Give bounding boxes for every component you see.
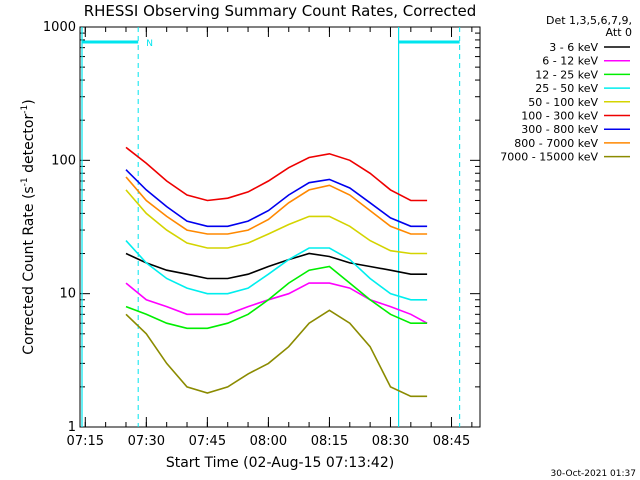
series-line <box>125 282 428 324</box>
x-tick-label: 07:15 <box>67 434 104 449</box>
series-line <box>125 252 428 280</box>
series-line <box>125 176 428 235</box>
series-line <box>125 240 428 301</box>
y-axis-label-sup1: -1 <box>20 177 30 186</box>
y-tick-label: 1 <box>68 420 76 435</box>
chart-title: RHESSI Observing Summary Count Rates, Co… <box>84 2 477 20</box>
legend-label: 300 - 800 keV <box>521 123 598 136</box>
legend-label: 100 - 300 keV <box>521 110 598 123</box>
y-tick-label: 100 <box>51 153 76 168</box>
legend-label: 800 - 7000 keV <box>514 137 598 150</box>
x-axis-label: Start Time (02-Aug-15 07:13:42) <box>166 455 394 471</box>
y-axis-label-end: ) <box>21 99 37 104</box>
y-tick-label: 10 <box>59 287 76 302</box>
series-line <box>125 169 428 228</box>
x-tick-label: 08:15 <box>311 434 348 449</box>
series-line <box>125 265 428 330</box>
x-tick-label: 08:30 <box>372 434 409 449</box>
legend-label: 50 - 100 keV <box>528 96 598 109</box>
y-axis-label-sup2: -1 <box>20 105 30 114</box>
y-axis-label-main: Corrected Count Rate (s <box>21 186 37 354</box>
legend-label: 7000 - 15000 keV <box>500 151 598 164</box>
series-line <box>125 309 428 398</box>
legend-header: Att 0 <box>606 26 632 39</box>
legend-label: 12 - 25 keV <box>535 68 598 81</box>
y-axis-label-mid: detector <box>21 114 37 178</box>
annotation-marker: N <box>146 39 153 49</box>
legend-label: 6 - 12 keV <box>542 55 598 68</box>
x-tick-label: 08:45 <box>433 434 470 449</box>
y-tick-label: 1000 <box>43 20 76 35</box>
x-tick-label: 08:00 <box>250 434 287 449</box>
x-tick-label: 07:30 <box>128 434 165 449</box>
legend-label: 25 - 50 keV <box>535 82 598 95</box>
legend-label: 3 - 6 keV <box>549 41 598 54</box>
series-line <box>125 146 428 202</box>
series-line <box>125 189 428 255</box>
footer-date: 30-Oct-2021 01:37 <box>551 469 636 479</box>
legend-header: Det 1,3,5,6,7,9, <box>546 14 632 27</box>
x-tick-label: 07:45 <box>189 434 226 449</box>
plot-frame <box>79 26 481 428</box>
y-axis-label: Corrected Count Rate (s-1 detector-1) <box>20 99 37 354</box>
